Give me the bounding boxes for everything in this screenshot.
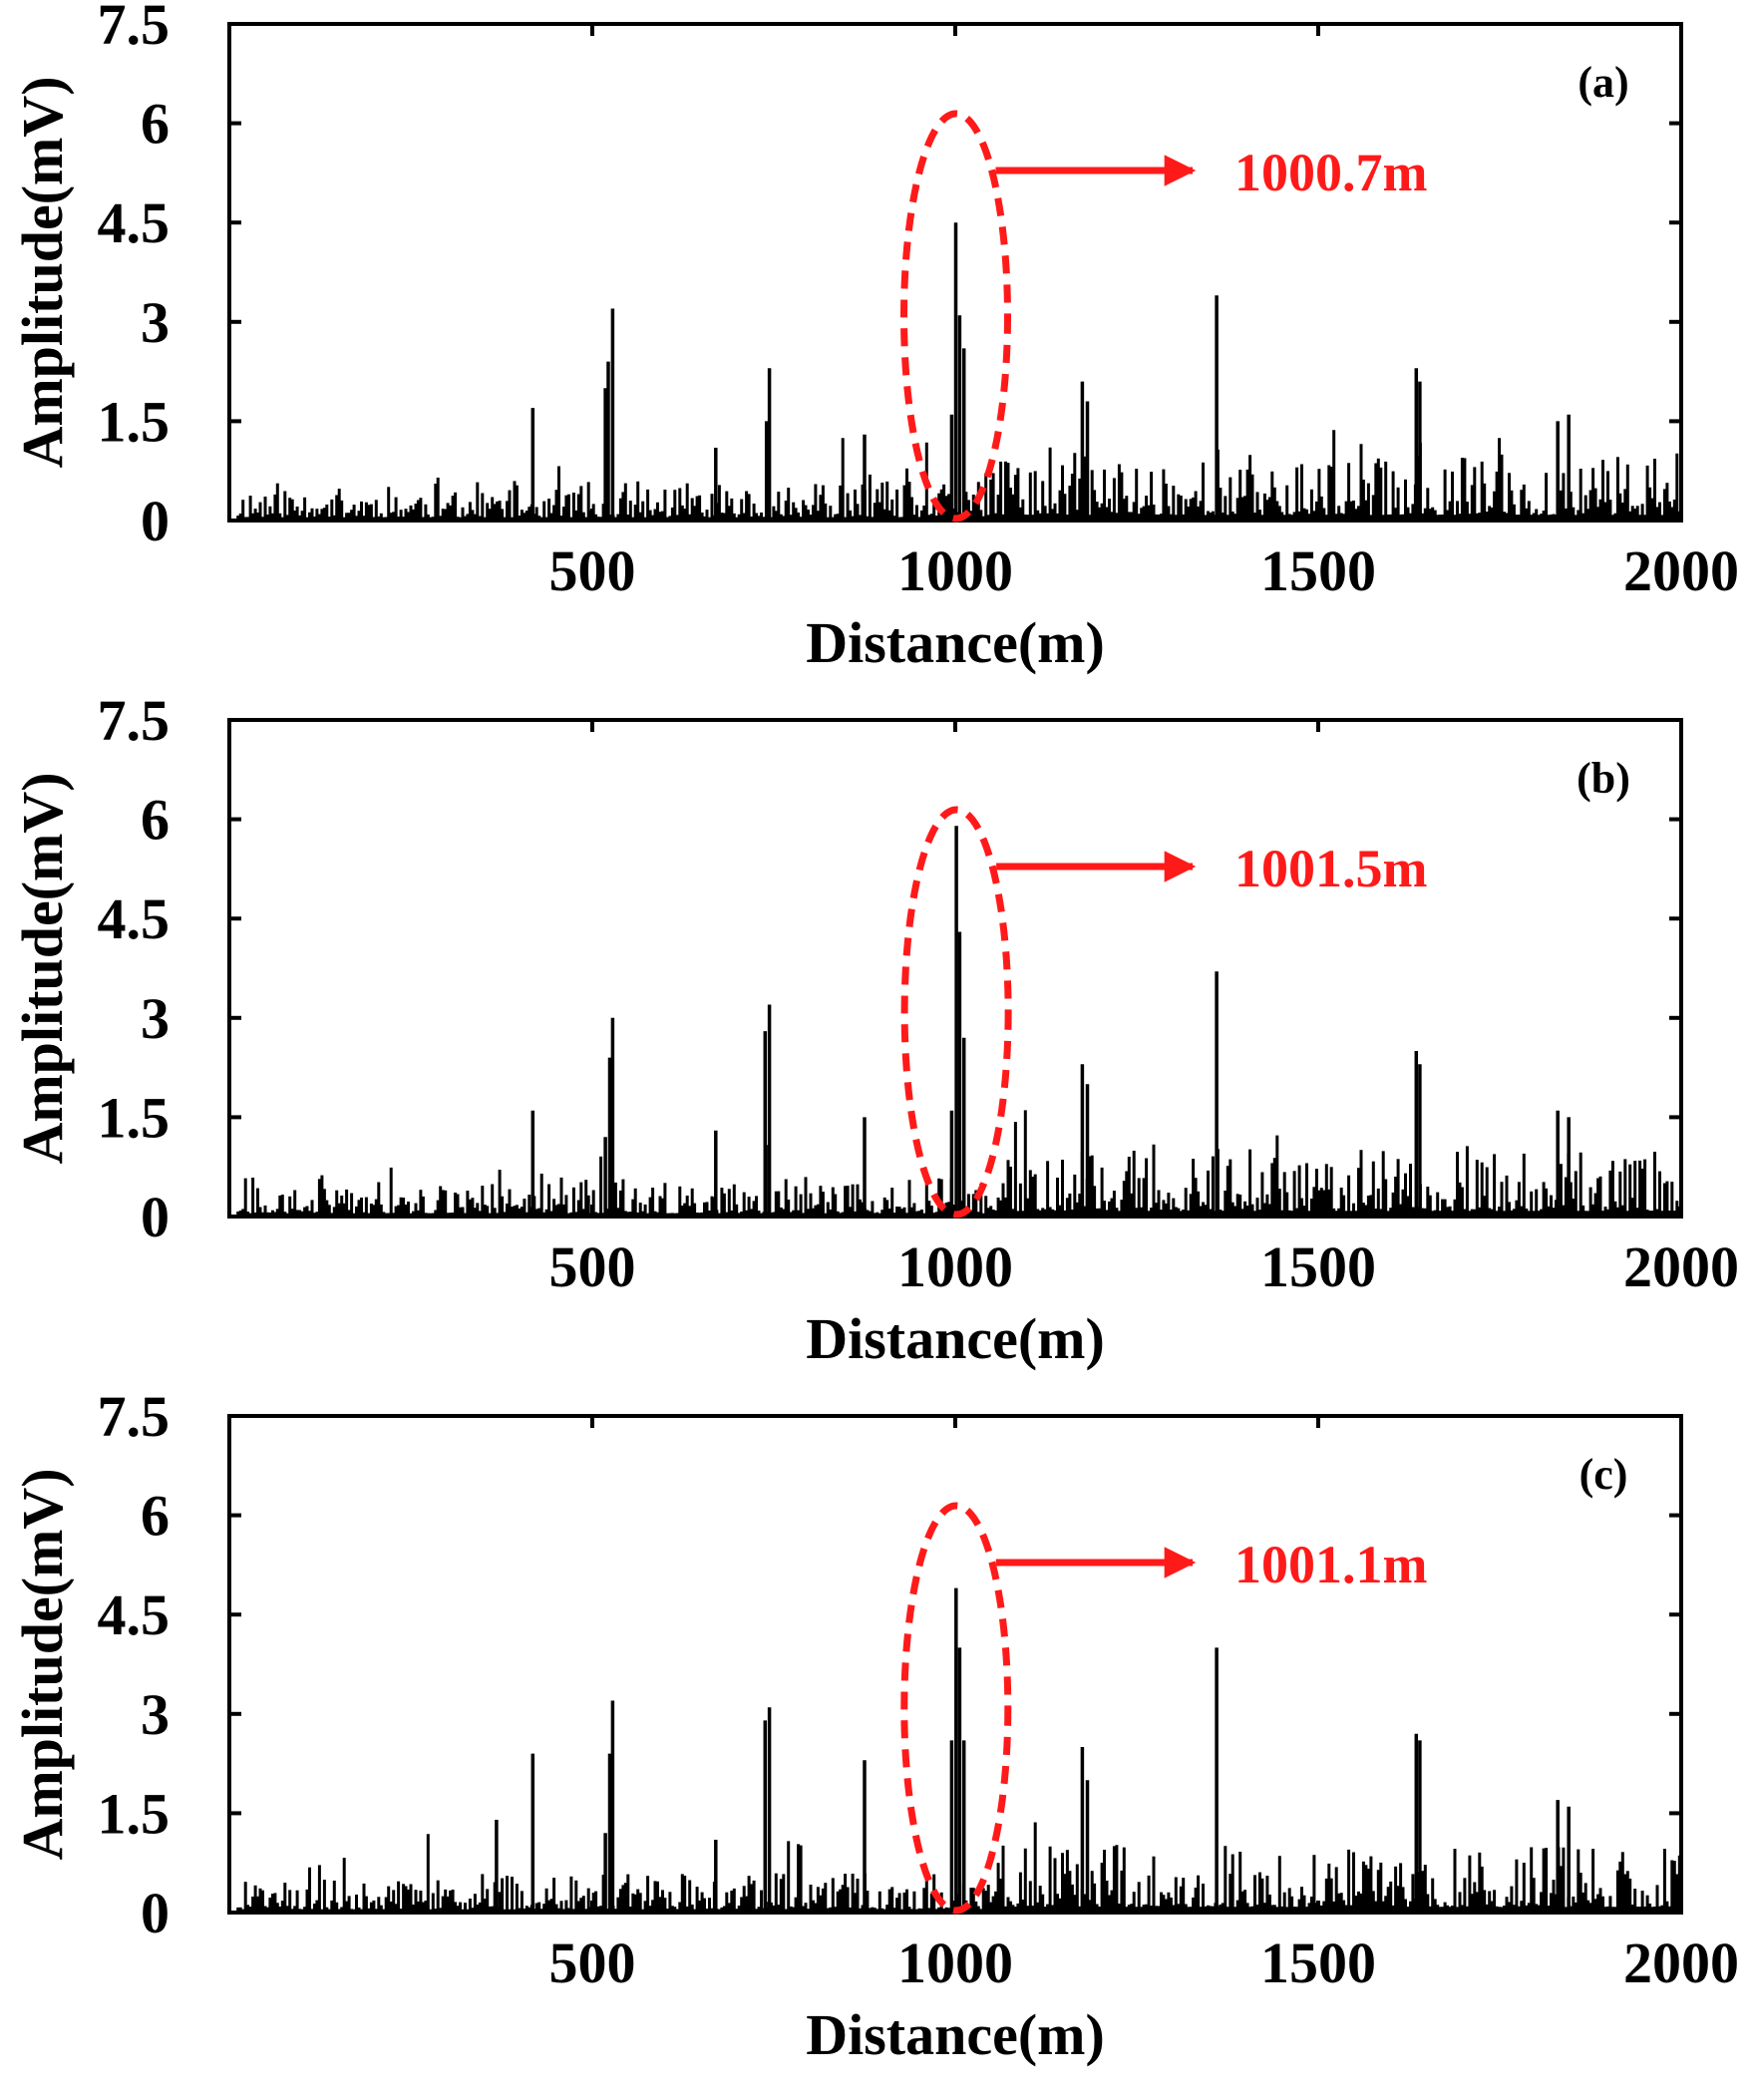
peak-distance-annotation: 1001.5m xyxy=(1234,839,1428,898)
x-axis-title: Distance(m) xyxy=(806,1306,1105,1371)
peak-distance-annotation: 1001.1m xyxy=(1234,1535,1428,1594)
y-tick-label: 6 xyxy=(141,788,170,853)
y-tick-label: 0 xyxy=(141,489,170,553)
peak-distance-annotation: 1000.7m xyxy=(1234,143,1428,202)
y-tick-label: 0 xyxy=(141,1185,170,1249)
panel-label: (b) xyxy=(1577,754,1630,803)
y-tick-label: 1.5 xyxy=(98,1781,171,1846)
y-tick-label: 1.5 xyxy=(98,1085,171,1150)
peak-bars xyxy=(530,222,1571,521)
peak-bars xyxy=(495,1587,1571,1913)
peak-bars xyxy=(530,826,1571,1217)
y-tick-label: 7.5 xyxy=(98,0,171,57)
axis-ticks xyxy=(229,22,1683,523)
x-tick-label: 2000 xyxy=(1623,1930,1739,1995)
y-tick-label: 3 xyxy=(141,290,170,355)
x-axis-title: Distance(m) xyxy=(806,2002,1105,2067)
highlight-ellipse xyxy=(900,110,1011,523)
x-tick-labels: 500 1000 1500 2000 xyxy=(549,538,1740,603)
y-tick-label: 6 xyxy=(141,92,170,157)
x-tick-label: 500 xyxy=(549,1930,636,1995)
x-tick-label: 1000 xyxy=(897,538,1013,603)
y-tick-label: 6 xyxy=(141,1484,170,1549)
panel-a: 0 1.5 3 4.5 6 7.5 500 1000 1500 2000 Dis… xyxy=(10,0,1739,675)
y-tick-labels: 0 1.5 3 4.5 6 7.5 xyxy=(98,0,171,553)
panel-label: (a) xyxy=(1578,58,1628,107)
panel-c: 0 1.5 3 4.5 6 7.5 500 1000 1500 2000 Dis… xyxy=(10,1384,1739,2067)
y-axis-title: Amplitude(mV) xyxy=(10,772,75,1164)
signal-bars xyxy=(236,430,1681,521)
y-tick-labels: 0 1.5 3 4.5 6 7.5 xyxy=(98,688,171,1249)
x-axis-title: Distance(m) xyxy=(806,610,1105,675)
axis-ticks xyxy=(229,1414,1683,1915)
panel-b: 0 1.5 3 4.5 6 7.5 500 1000 1500 2000 Dis… xyxy=(10,688,1739,1371)
y-axis-title: Amplitude(mV) xyxy=(10,1468,75,1860)
x-tick-label: 1500 xyxy=(1260,1930,1376,1995)
y-tick-label: 7.5 xyxy=(98,1384,171,1449)
y-tick-label: 7.5 xyxy=(98,688,171,753)
x-tick-label: 1000 xyxy=(897,1234,1013,1299)
x-tick-label: 1500 xyxy=(1260,1234,1376,1299)
x-tick-labels: 500 1000 1500 2000 xyxy=(549,1234,1740,1299)
y-tick-label: 0 xyxy=(141,1881,170,1945)
x-tick-label: 500 xyxy=(549,538,636,603)
x-tick-labels: 500 1000 1500 2000 xyxy=(549,1930,1740,1995)
x-tick-label: 1500 xyxy=(1260,538,1376,603)
y-tick-labels: 0 1.5 3 4.5 6 7.5 xyxy=(98,1384,171,1945)
highlight-ellipse xyxy=(900,1502,1012,1915)
y-tick-label: 4.5 xyxy=(98,886,171,951)
highlight-ellipse xyxy=(900,806,1012,1219)
x-tick-label: 2000 xyxy=(1623,1234,1739,1299)
panel-label: (c) xyxy=(1580,1450,1628,1499)
y-tick-label: 3 xyxy=(141,1682,170,1747)
y-tick-label: 4.5 xyxy=(98,190,171,255)
y-tick-label: 3 xyxy=(141,986,170,1051)
x-tick-label: 500 xyxy=(549,1234,636,1299)
x-tick-label: 1000 xyxy=(897,1930,1013,1995)
axis-ticks xyxy=(229,718,1683,1219)
x-tick-label: 2000 xyxy=(1623,538,1739,603)
y-axis-title: Amplitude(mV) xyxy=(10,76,75,468)
y-tick-label: 1.5 xyxy=(98,389,171,454)
y-tick-label: 4.5 xyxy=(98,1582,171,1647)
